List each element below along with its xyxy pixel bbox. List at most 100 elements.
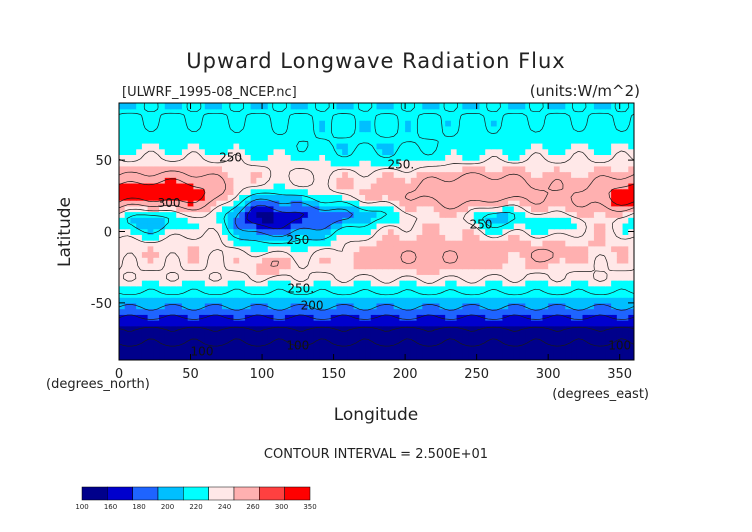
field-cell (170, 114, 177, 121)
field-cell (593, 354, 601, 360)
field-cell (468, 314, 475, 321)
field-cell (365, 251, 372, 258)
field-cell (450, 171, 458, 178)
field-cell (542, 331, 549, 338)
field-cell (393, 103, 400, 110)
field-cell (336, 120, 343, 127)
field-cell (628, 160, 634, 167)
field-cell (456, 165, 463, 173)
field-cell (622, 171, 629, 178)
contour-lines (119, 103, 634, 347)
field-cell (193, 285, 200, 293)
field-cell (147, 251, 154, 258)
field-cell (456, 268, 463, 275)
field-cell (164, 125, 172, 133)
field-cell (296, 114, 303, 121)
field-cell (416, 308, 423, 315)
field-cell (456, 257, 463, 264)
field-cell (141, 342, 149, 350)
field-cell (170, 285, 177, 293)
field-cell (233, 280, 240, 287)
field-cell (187, 234, 194, 241)
field-cell (622, 262, 629, 270)
field-cell (605, 285, 612, 293)
field-cell (267, 205, 275, 213)
field-cell (302, 251, 309, 258)
field-cell (336, 234, 343, 241)
field-cell (313, 188, 320, 195)
field-cell (210, 285, 217, 293)
x-tick-label: 100 (250, 367, 275, 382)
field-cell (365, 108, 372, 116)
field-cell (473, 274, 481, 281)
field-cell (216, 314, 223, 321)
field-cell (428, 154, 435, 161)
field-cell (393, 302, 400, 310)
field-cell (628, 240, 634, 247)
field-cell (250, 228, 257, 235)
field-cell (628, 320, 634, 327)
field-cell (382, 325, 389, 333)
field-cell (382, 165, 389, 173)
field-cell (582, 348, 589, 355)
field-cell (199, 131, 206, 138)
field-cell (531, 165, 538, 173)
field-cell (222, 354, 229, 360)
field-cell (284, 205, 292, 213)
field-cell (347, 228, 355, 235)
field-cell (479, 285, 486, 293)
field-cell (342, 245, 349, 253)
field-cell (336, 297, 343, 304)
field-cell (124, 103, 132, 110)
field-cell (216, 325, 223, 333)
field-cell (336, 137, 343, 144)
field-cell (616, 337, 624, 344)
field-cell (576, 240, 584, 247)
field-cell (582, 120, 589, 127)
field-cell (153, 314, 160, 321)
field-cell (548, 194, 555, 201)
field-cell (227, 217, 235, 224)
field-cell (239, 177, 246, 184)
field-cell (508, 160, 515, 167)
field-cell (164, 228, 172, 235)
field-cell (153, 160, 160, 167)
field-cell (267, 182, 275, 190)
field-cell (141, 228, 149, 235)
field-cell (193, 211, 200, 218)
field-cell (622, 331, 629, 338)
field-cell (262, 342, 269, 350)
field-cell (302, 142, 309, 150)
field-cell (605, 354, 612, 360)
field-cell (141, 320, 149, 327)
field-cell (393, 308, 400, 315)
field-cell (382, 245, 389, 253)
field-cell (233, 308, 240, 315)
field-cell (628, 217, 634, 224)
field-cell (130, 228, 137, 235)
field-cell (553, 331, 561, 338)
field-cell (428, 171, 435, 178)
field-cell (473, 262, 481, 270)
field-cell (479, 320, 486, 327)
field-cell (450, 331, 458, 338)
field-cell (536, 142, 544, 150)
field-cell (513, 331, 521, 338)
field-cell (273, 205, 280, 213)
field-cell (342, 217, 349, 224)
field-cell (370, 325, 378, 333)
field-cell (416, 194, 423, 201)
field-cell (199, 325, 206, 333)
field-cell (313, 217, 320, 224)
field-cell (130, 182, 137, 190)
field-cell (181, 148, 189, 155)
x-tick-label: 0 (115, 367, 123, 382)
field-cell (136, 245, 143, 253)
field-cell (445, 228, 452, 235)
field-cell (302, 194, 309, 201)
field-cell (170, 262, 177, 270)
field-cell (473, 251, 481, 258)
field-cell (536, 165, 544, 173)
field-cell (588, 165, 595, 173)
field-cell (290, 205, 297, 213)
